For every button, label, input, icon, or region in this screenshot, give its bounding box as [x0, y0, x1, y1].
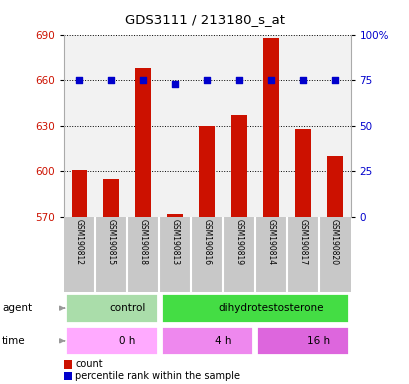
Bar [103, 179, 119, 217]
Text: agent: agent [2, 303, 32, 313]
Text: 4 h: 4 h [214, 336, 231, 346]
Text: count: count [75, 359, 102, 369]
Text: GSM190815: GSM190815 [107, 219, 116, 265]
Bar [167, 214, 183, 217]
Text: GSM190812: GSM190812 [75, 219, 84, 265]
Text: GSM190819: GSM190819 [234, 219, 243, 265]
Bar [294, 129, 310, 217]
Text: GSM190813: GSM190813 [170, 219, 179, 265]
Point [203, 77, 210, 83]
Text: time: time [2, 336, 26, 346]
Point [108, 77, 115, 83]
Bar [199, 126, 214, 217]
Text: dihydrotestosterone: dihydrotestosterone [218, 303, 323, 313]
Text: 16 h: 16 h [306, 336, 329, 346]
Text: GDS3111 / 213180_s_at: GDS3111 / 213180_s_at [125, 13, 284, 26]
Bar [65, 326, 157, 356]
Point [171, 81, 178, 87]
Text: GSM190818: GSM190818 [138, 219, 147, 265]
Point [299, 77, 305, 83]
Bar [326, 156, 342, 217]
Bar [65, 293, 157, 323]
Bar [160, 293, 348, 323]
Point [235, 77, 242, 83]
Bar [135, 68, 151, 217]
Bar [71, 170, 87, 217]
Text: GSM190820: GSM190820 [329, 219, 338, 265]
Bar [256, 326, 348, 356]
Text: percentile rank within the sample: percentile rank within the sample [75, 371, 239, 381]
Text: GSM190814: GSM190814 [266, 219, 275, 265]
Point [330, 77, 337, 83]
Text: GSM190816: GSM190816 [202, 219, 211, 265]
Text: GSM190817: GSM190817 [297, 219, 306, 265]
Point [267, 77, 274, 83]
Point [139, 77, 146, 83]
Text: control: control [109, 303, 145, 313]
Bar [160, 326, 253, 356]
Text: 0 h: 0 h [119, 336, 135, 346]
Bar [262, 38, 278, 217]
Bar [230, 115, 246, 217]
Point [76, 77, 83, 83]
